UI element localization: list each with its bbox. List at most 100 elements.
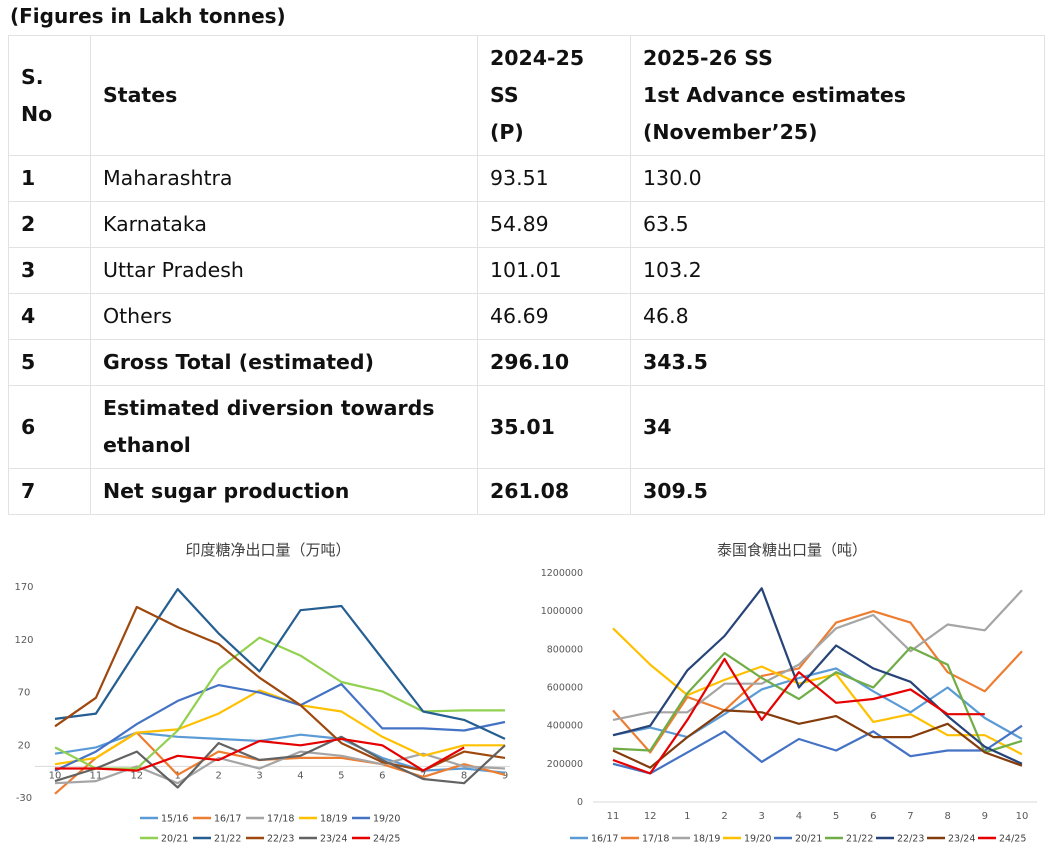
y-tick-label: 400000 [547,721,583,732]
table-row: 4 Others 46.69 46.8 [8,293,1045,340]
cell-2025: 309.5 [630,468,1045,515]
series-line-23-24 [54,735,506,789]
cell-2024: 296.10 [477,339,631,386]
x-tick-label: 12 [644,811,657,822]
series-line-22-23 [54,605,506,772]
header-2024-line1: 2024-25 [490,46,585,70]
cell-state: Net sugar production [90,468,478,515]
table-caption: (Figures in Lakh tonnes) [10,4,286,28]
y-tick-label: -30 [16,793,32,804]
x-tick-label: 4 [796,811,802,822]
y-tick-label: 70 [18,688,31,699]
cell-2024: 46.69 [477,293,631,340]
series-line-19-20 [54,683,506,772]
cell-2024: 101.01 [477,247,631,294]
y-tick-label: 200000 [547,759,583,770]
table-row: 2 Karnataka 54.89 63.5 [8,201,1045,248]
legend-label: 23/24 [948,834,975,845]
legend-label: 15/16 [161,814,188,825]
cell-2024: 261.08 [477,468,631,515]
cell-2025: 130.0 [630,155,1045,202]
header-sno-line1: S. [21,64,44,89]
cell-sno: 5 [8,339,91,386]
legend-label: 23/24 [320,834,347,845]
cell-2025: 343.5 [630,339,1045,386]
x-tick-label: 9 [982,811,988,822]
chart-title: 印度糖净出口量（万吨） [185,541,350,559]
legend-label: 21/22 [846,834,873,845]
y-tick-label: 1200000 [541,568,583,579]
legend-label: 20/21 [161,834,188,845]
x-tick-label: 4 [297,770,303,781]
table-row: 5 Gross Total (estimated) 296.10 343.5 [8,339,1045,386]
y-tick-label: 600000 [547,683,583,694]
series-line-21-22 [54,588,506,740]
header-sno-line2: No [21,101,53,126]
series-line-17-18 [612,610,1023,754]
cell-sno: 4 [8,293,91,340]
header-2024-25: 2024-25 SS (P) [477,35,631,156]
legend-label: 16/17 [214,814,241,825]
x-tick-label: 1 [684,811,690,822]
legend-label: 16/17 [591,834,618,845]
header-2025-line3: (November’25) [643,120,818,144]
legend-label: 18/19 [320,814,347,825]
series-line-20-21 [612,724,1023,775]
cell-2025: 34 [630,385,1045,469]
x-tick-label: 11 [607,811,620,822]
legend-label: 17/18 [267,814,294,825]
cell-2024: 54.89 [477,201,631,248]
series-line-20-21 [54,636,505,770]
cell-state: Maharashtra [90,155,478,202]
header-2025-line2: 1st Advance estimates [643,83,906,107]
x-tick-label: 3 [256,770,262,781]
legend-label: 22/23 [897,834,924,845]
x-tick-label: 2 [721,811,727,822]
series-line-18-19 [54,689,505,766]
series-line-18-19 [612,589,1023,721]
table-header-row: S. No States 2024-25 SS (P) 2025-26 SS 1… [8,35,1045,156]
x-tick-label: 5 [833,811,839,822]
legend-label: 17/18 [642,834,669,845]
x-tick-label: 2 [215,770,221,781]
legend-label: 20/21 [795,834,822,845]
y-tick-label: 1000000 [541,606,583,617]
x-tick-label: 8 [461,770,467,781]
cell-state: Others [90,293,478,340]
series-line-19-20 [612,627,1023,756]
header-2025-line1: 2025-26 SS [643,46,773,70]
header-2025-26: 2025-26 SS 1st Advance estimates (Novemb… [630,35,1045,156]
series-line-21-22 [612,646,1023,754]
sugar-production-table: S. No States 2024-25 SS (P) 2025-26 SS 1… [8,35,1045,515]
series-line-23-24 [612,709,1023,769]
legend-label: 22/23 [267,834,294,845]
x-tick-label: 7 [907,811,913,822]
chart-title: 泰国食糖出口量（吨） [717,541,867,559]
y-tick-label: 0 [577,797,583,808]
x-tick-label: 10 [1016,811,1029,822]
series-line-24-25 [55,737,465,772]
y-tick-label: 170 [14,582,33,593]
cell-state: Estimated diversion towards ethanol [90,385,478,469]
x-tick-label: 6 [870,811,876,822]
series-line-16-17 [612,667,1023,740]
legend-label: 18/19 [693,834,720,845]
header-2024-line3: (P) [490,120,524,144]
legend-label: 19/20 [744,834,771,845]
x-tick-label: 11 [90,770,103,781]
table-row: 6 Estimated diversion towards ethanol 35… [8,385,1045,469]
cell-2024: 35.01 [477,385,631,469]
cell-state: Gross Total (estimated) [90,339,478,386]
y-tick-label: 800000 [547,644,583,655]
series-line-22-23 [612,587,1023,765]
x-tick-label: 8 [944,811,950,822]
legend-label: 24/25 [999,834,1026,845]
header-2024-line2: SS [490,83,519,107]
y-tick-label: 20 [18,740,31,751]
cell-state: Karnataka [90,201,478,248]
legend-label: 24/25 [373,834,400,845]
table-row: 7 Net sugar production 261.08 309.5 [8,468,1045,515]
x-tick-label: 12 [130,770,143,781]
header-sno: S. No [8,35,91,156]
